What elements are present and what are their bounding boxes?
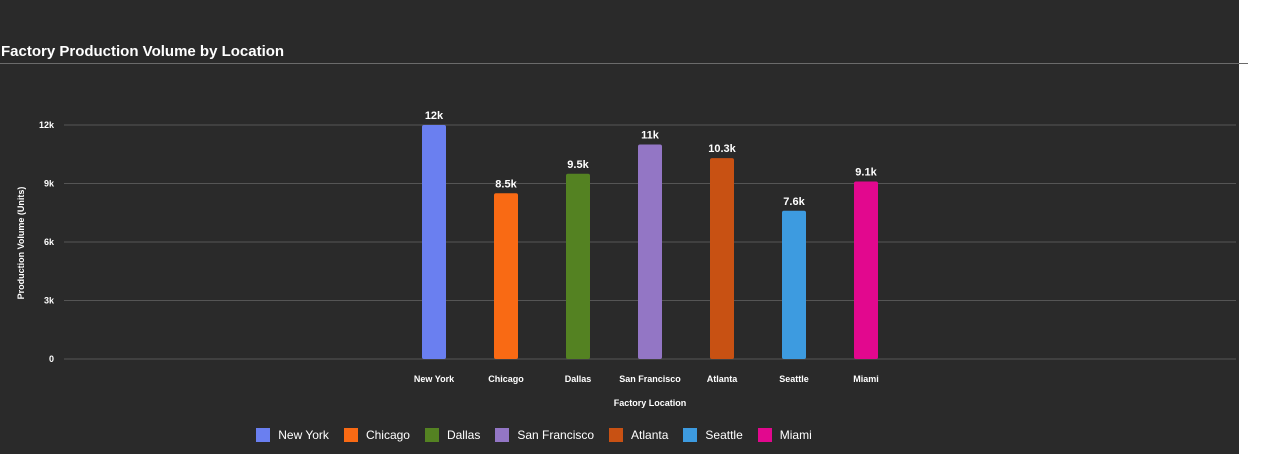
legend-label: New York [278, 428, 329, 442]
legend-swatch [757, 428, 772, 442]
legend-item[interactable]: San Francisco [495, 428, 594, 442]
bar-chicago[interactable] [494, 193, 518, 359]
x-tick-label: Miami [853, 374, 879, 384]
bar-dallas[interactable] [566, 173, 590, 359]
title-divider [0, 63, 1248, 64]
legend-label: San Francisco [517, 428, 595, 442]
y-axis-label: Production Volume (Units) [16, 187, 26, 300]
bar-miami[interactable] [854, 181, 878, 359]
bar-seattle[interactable] [782, 210, 806, 359]
legend-item[interactable]: Atlanta [609, 428, 668, 442]
y-tick-label: 3k [44, 296, 55, 306]
x-tick-label: Atlanta [707, 374, 738, 384]
chart-title: Factory Production Volume by Location [1, 43, 285, 60]
x-axis-label: Factory Location [614, 398, 687, 408]
x-axis-ticks: New York Chicago Dallas San Francisco Atlant… [414, 374, 879, 384]
x-tick-label: Chicago [488, 374, 524, 384]
chart-legend: New York Chicago Dallas San Francisco Atlant… [0, 428, 1068, 442]
x-tick-label: Dallas [565, 374, 592, 384]
legend-label: Atlanta [631, 428, 669, 442]
data-label: 10.3k [708, 143, 736, 155]
y-tick-label: 12k [39, 120, 55, 130]
legend-swatch [609, 428, 624, 442]
data-label: 9.1k [855, 167, 877, 179]
legend-swatch [343, 428, 358, 442]
legend-item[interactable]: Chicago [343, 428, 410, 442]
legend-label: Dallas [446, 428, 481, 442]
data-label: 11k [641, 130, 660, 142]
legend-swatch [424, 428, 439, 442]
legend-label: Seattle [705, 428, 743, 442]
y-tick-label: 0 [49, 354, 54, 364]
bar-new-york[interactable] [422, 125, 446, 359]
legend-label: Miami [779, 428, 812, 442]
legend-item[interactable]: New York [256, 428, 329, 442]
bars: 12k 8.5k 9.5k 11k 10.3k 7.6k 9.1k [422, 110, 878, 359]
legend-item[interactable]: Dallas [424, 428, 481, 442]
legend-item[interactable]: Miami [757, 428, 812, 442]
chart-panel: Factory Production Volume by Location 0 3… [0, 0, 1248, 454]
y-tick-label: 6k [44, 237, 55, 247]
data-label: 9.5k [567, 159, 589, 171]
legend-item[interactable]: Seattle [683, 428, 743, 442]
x-tick-label: San Francisco [619, 374, 681, 384]
data-label: 12k [425, 110, 444, 122]
x-tick-label: New York [414, 374, 455, 384]
legend-swatch [683, 428, 698, 442]
legend-swatch [256, 428, 271, 442]
data-label: 7.6k [783, 196, 805, 208]
x-tick-label: Seattle [779, 374, 809, 384]
y-tick-label: 9k [44, 179, 55, 189]
y-axis-ticks: 0 3k 6k 9k 12k [39, 120, 55, 364]
legend-label: Chicago [365, 428, 410, 442]
data-label: 8.5k [495, 178, 517, 190]
bar-san-francisco[interactable] [638, 144, 662, 360]
bar-atlanta[interactable] [710, 158, 734, 359]
bar-chart: 0 3k 6k 9k 12k 12k 8.5k 9.5k 11k 10.3k 7.6k 9.1k N… [16, 110, 1236, 408]
legend-swatch [495, 428, 510, 442]
